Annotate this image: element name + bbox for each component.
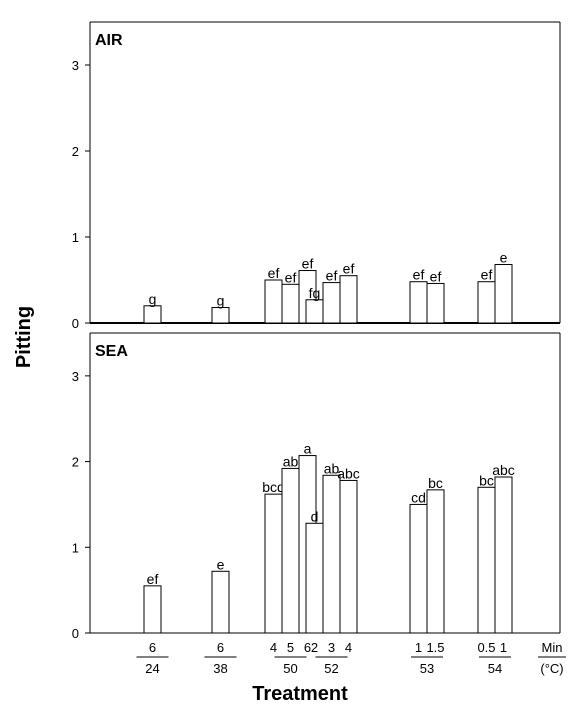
temperature-label: 52: [324, 661, 338, 676]
bar: [264, 493, 283, 634]
bar-label: ef: [147, 571, 159, 587]
bar-label: ef: [413, 267, 425, 283]
x-axis-title: Treatment: [252, 683, 348, 705]
bar-label: ef: [268, 265, 280, 281]
time-label: 0.5: [477, 640, 495, 655]
bar: [322, 282, 341, 324]
temperature-label: 50: [283, 661, 297, 676]
y-tick-label: 1: [72, 230, 79, 245]
bar: [339, 479, 358, 634]
axis-key-celsius: (°C): [540, 661, 563, 676]
y-tick-label: 2: [72, 144, 79, 159]
temperature-label: 53: [420, 661, 434, 676]
time-label: 6: [217, 640, 224, 655]
time-label: 1: [415, 640, 422, 655]
bar: [409, 503, 428, 634]
bar: [477, 281, 496, 324]
bar: [264, 279, 283, 324]
axis-key-min: Min: [542, 640, 563, 655]
time-label: 4: [345, 640, 352, 655]
y-tick-label: 1: [72, 540, 79, 555]
temperature-label: 24: [145, 661, 159, 676]
y-tick-label: 0: [72, 626, 79, 641]
bar: [409, 281, 428, 324]
bar: [143, 305, 162, 324]
panel-title: SEA: [95, 343, 128, 360]
bar-label: ef: [285, 269, 297, 285]
bar: [281, 283, 300, 324]
bar-label: ef: [430, 268, 442, 284]
y-tick-label: 2: [72, 455, 79, 470]
bar-label: ef: [481, 267, 493, 283]
bar-label: e: [217, 556, 225, 572]
bar-label: d: [311, 508, 319, 524]
bar: [494, 264, 513, 324]
bar-label: bc: [428, 475, 443, 491]
bar: [211, 570, 230, 634]
bar: [211, 307, 230, 324]
time-label: 2: [311, 640, 318, 655]
bar-label: abc: [337, 465, 360, 481]
bar: [426, 282, 445, 324]
bar-label: ab: [283, 453, 299, 469]
bar-label: ef: [343, 261, 355, 277]
time-label: 3: [328, 640, 335, 655]
time-label: 6: [149, 640, 156, 655]
bar-label: ef: [302, 256, 314, 272]
bar-label: e: [500, 250, 508, 266]
bar: [494, 476, 513, 634]
bar: [339, 275, 358, 324]
bar-label: cd: [411, 489, 426, 505]
bar: [143, 585, 162, 634]
time-label: 1.5: [426, 640, 444, 655]
y-tick-label: 3: [72, 58, 79, 73]
bar: [281, 467, 300, 634]
bar-label: a: [304, 441, 312, 457]
time-label: 4: [270, 640, 277, 655]
bar-label: ef: [326, 268, 338, 284]
y-tick-label: 3: [72, 369, 79, 384]
bar-label: ab: [324, 460, 340, 476]
y-axis-title: Pitting: [13, 306, 35, 368]
bar: [305, 522, 324, 634]
time-label: 5: [287, 640, 294, 655]
temperature-label: 54: [488, 661, 502, 676]
time-label: 1: [500, 640, 507, 655]
bar-label: fg: [309, 285, 321, 301]
bar-label: g: [149, 291, 157, 307]
y-tick-label: 0: [72, 316, 79, 331]
time-label: 6: [304, 640, 311, 655]
bar: [477, 486, 496, 634]
bar-label: bc: [479, 472, 494, 488]
bar: [305, 299, 324, 324]
bar-label: abc: [492, 462, 515, 478]
bar: [426, 489, 445, 634]
bar: [322, 474, 341, 634]
temperature-label: 38: [213, 661, 227, 676]
bar-label: bcd: [262, 479, 285, 495]
panel-title: AIR: [95, 32, 123, 49]
bar-label: g: [217, 293, 225, 309]
